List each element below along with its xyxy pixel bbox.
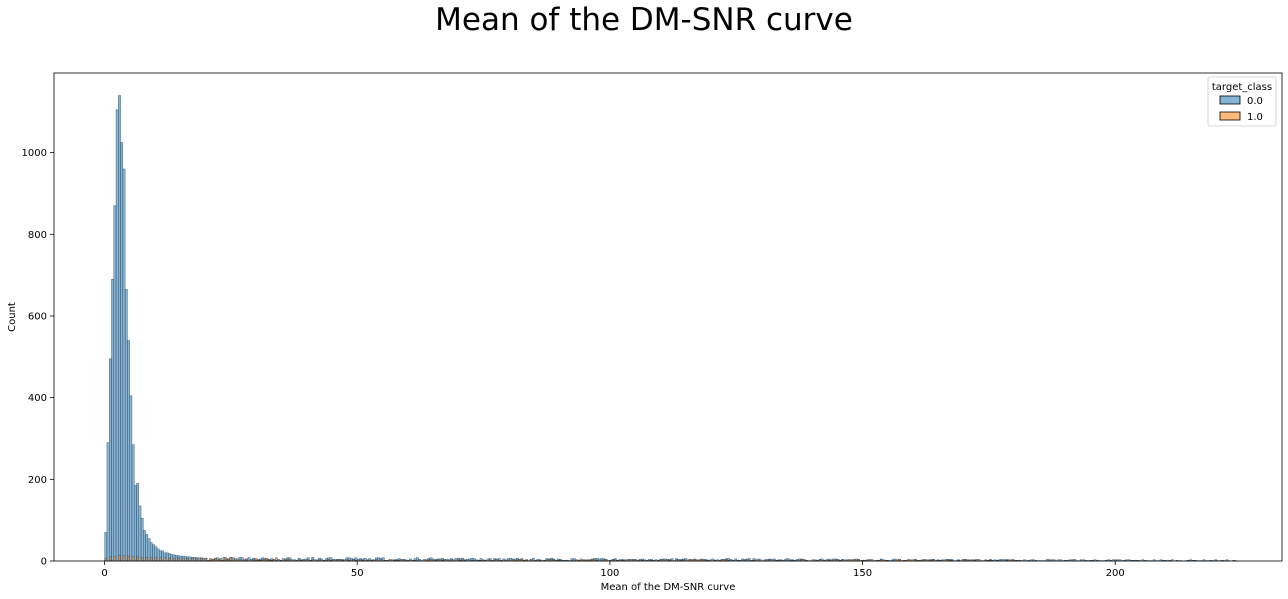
bar-class-0-tail-143 bbox=[531, 557, 535, 562]
bar-class-1-8 bbox=[140, 557, 144, 562]
chart-title: Mean of the DM-SNR curve bbox=[435, 2, 853, 38]
x-tick-label-4: 200 bbox=[1106, 568, 1125, 579]
bar-class-1-6 bbox=[131, 556, 135, 562]
legend-entry-1: 1.0 bbox=[1247, 112, 1263, 123]
bar-class-0-16 bbox=[140, 517, 144, 562]
bar-class-0-25 bbox=[161, 550, 164, 562]
bar-class-0-8 bbox=[122, 168, 126, 562]
bar-class-1-7 bbox=[136, 556, 139, 562]
bar-class-1-10 bbox=[149, 557, 153, 562]
bar-class-0-9 bbox=[124, 289, 128, 562]
bar-class-0-39 bbox=[193, 557, 196, 562]
bar-class-1-31 bbox=[264, 557, 268, 562]
bar-class-0-3 bbox=[111, 279, 114, 562]
bar-class-0-0 bbox=[104, 532, 108, 562]
bar-class-1-24 bbox=[214, 557, 218, 562]
legend-entry-0: 0.0 bbox=[1247, 96, 1263, 107]
y-tick-label-5: 1000 bbox=[22, 148, 47, 159]
bar-class-0-23 bbox=[156, 548, 160, 562]
bar-class-0-tail-133 bbox=[509, 557, 512, 562]
bar-class-0-17 bbox=[143, 530, 146, 562]
x-tick-label-1: 50 bbox=[351, 568, 364, 579]
bar-class-0-29 bbox=[170, 554, 174, 562]
bar-class-0-tail-77 bbox=[381, 557, 385, 562]
bar-class-0-13 bbox=[134, 485, 137, 562]
bar-class-0-tail-11 bbox=[231, 557, 235, 562]
bar-class-1-4 bbox=[122, 555, 126, 562]
bar-class-1-16 bbox=[177, 557, 180, 562]
y-axis: 0 200 400 600 800 1000 bbox=[22, 148, 54, 568]
bar-class-0-1 bbox=[106, 442, 110, 562]
bar-class-0-27 bbox=[165, 552, 169, 562]
bar-class-1-3 bbox=[118, 555, 121, 562]
y-axis-label: Count bbox=[7, 302, 18, 332]
x-tick-label-3: 150 bbox=[853, 568, 872, 579]
bar-class-1-27 bbox=[229, 557, 233, 562]
bar-class-1-32 bbox=[275, 557, 278, 562]
legend-swatch-1 bbox=[1219, 111, 1241, 121]
bar-class-0-15 bbox=[138, 505, 142, 562]
y-tick-label-0: 0 bbox=[41, 557, 47, 568]
y-tick-label-2: 400 bbox=[28, 393, 47, 404]
bar-class-0-tail-18 bbox=[247, 557, 251, 562]
bar-class-0-31 bbox=[174, 555, 178, 562]
bar-class-0-tail-92 bbox=[416, 557, 419, 562]
bar-class-0-tail-75 bbox=[377, 557, 381, 562]
legend-swatch-0 bbox=[1219, 95, 1241, 105]
bar-class-1-12 bbox=[159, 557, 162, 562]
bar-class-1-13 bbox=[163, 557, 167, 562]
bar-class-0-43 bbox=[202, 557, 205, 562]
bar-class-1-9 bbox=[145, 557, 149, 562]
x-axis: 0 50 100 150 200 bbox=[101, 561, 1125, 579]
bar-class-1-14 bbox=[168, 557, 171, 562]
bar-class-0-14 bbox=[136, 483, 139, 562]
bar-class-0-18 bbox=[145, 534, 149, 562]
x-axis-label: Mean of the DM-SNR curve bbox=[601, 582, 736, 593]
bar-class-1-2 bbox=[113, 555, 117, 562]
bar-class-0-11 bbox=[129, 395, 133, 562]
y-tick-label-1: 200 bbox=[28, 475, 47, 486]
x-tick-label-2: 100 bbox=[600, 568, 619, 579]
bar-class-0-41 bbox=[197, 557, 201, 562]
bar-class-0-21 bbox=[152, 544, 155, 562]
bar-class-0-4 bbox=[113, 205, 117, 562]
bar-class-0-2 bbox=[109, 358, 112, 562]
bar-class-1-5 bbox=[127, 555, 130, 562]
bar-class-1-1 bbox=[109, 556, 112, 562]
bar-class-1-17 bbox=[181, 557, 185, 562]
plot-frame bbox=[53, 72, 1283, 562]
bar-class-0-35 bbox=[184, 556, 187, 562]
bar-class-1-15 bbox=[172, 557, 176, 562]
bars-layer bbox=[104, 95, 1238, 562]
bar-class-0-5 bbox=[115, 109, 119, 562]
bar-class-1-11 bbox=[154, 557, 158, 562]
bar-class-0-19 bbox=[147, 538, 151, 562]
bar-class-1-26 bbox=[224, 557, 228, 562]
bar-class-1-25 bbox=[219, 557, 223, 562]
bar-class-0-10 bbox=[127, 340, 130, 562]
bar-class-0-tail-15 bbox=[240, 557, 244, 562]
legend-title: target_class bbox=[1212, 82, 1272, 93]
bar-class-0-6 bbox=[118, 95, 121, 562]
y-tick-label-3: 600 bbox=[28, 311, 47, 322]
bar-class-0-33 bbox=[179, 555, 183, 562]
bar-class-0-tail-69 bbox=[363, 557, 367, 562]
bar-class-0-7 bbox=[120, 142, 124, 562]
bar-class-0-12 bbox=[131, 444, 135, 562]
x-tick-label-0: 0 bbox=[101, 568, 107, 579]
bar-class-0-37 bbox=[188, 556, 192, 562]
legend: target_class 0.0 1.0 bbox=[1207, 76, 1277, 127]
y-tick-label-4: 800 bbox=[28, 230, 47, 241]
